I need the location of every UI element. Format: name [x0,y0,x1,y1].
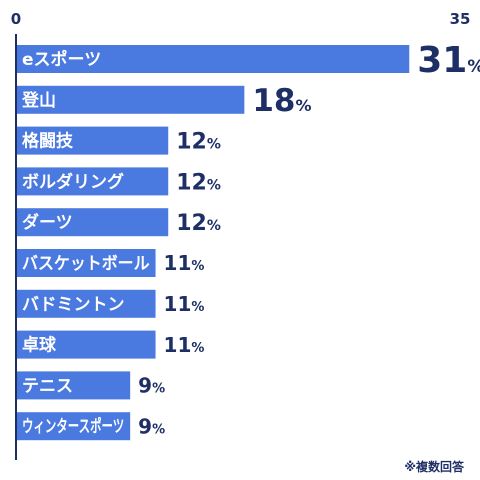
value-label: 9% [138,374,165,398]
value-label: 12% [176,130,221,155]
value-label: 12% [176,211,221,236]
category-label: ボルダリング [22,171,124,192]
category-label: 登山 [21,90,56,111]
bar [16,167,169,196]
bar [16,330,156,359]
value-label: 11% [164,251,205,275]
value-label: 12% [176,170,221,195]
category-label: ダーツ [22,212,73,233]
bar [16,412,131,441]
bar [16,85,245,114]
category-label: バドミントン [22,295,125,315]
bar [16,371,131,400]
value-label: 31% [417,40,480,81]
bar [16,45,410,73]
category-label: テニス [22,376,73,396]
category-label: ウィンタースポーツ [22,416,124,437]
axis-max-label: 35 [450,10,471,28]
category-label: バスケットボール [22,254,150,274]
bar [16,249,156,277]
category-label: eスポーツ [22,49,101,70]
value-label: 11% [164,333,205,357]
category-label: 卓球 [22,335,57,356]
axis-min-label: 0 [11,10,21,28]
bar [16,289,156,318]
footnote: ※複数回答 [404,460,464,474]
value-label: 9% [138,414,165,438]
bar [16,126,169,155]
category-label: 格闘技 [22,131,74,152]
value-label: 18% [252,83,311,119]
value-label: 11% [164,292,205,316]
bar [16,208,169,237]
